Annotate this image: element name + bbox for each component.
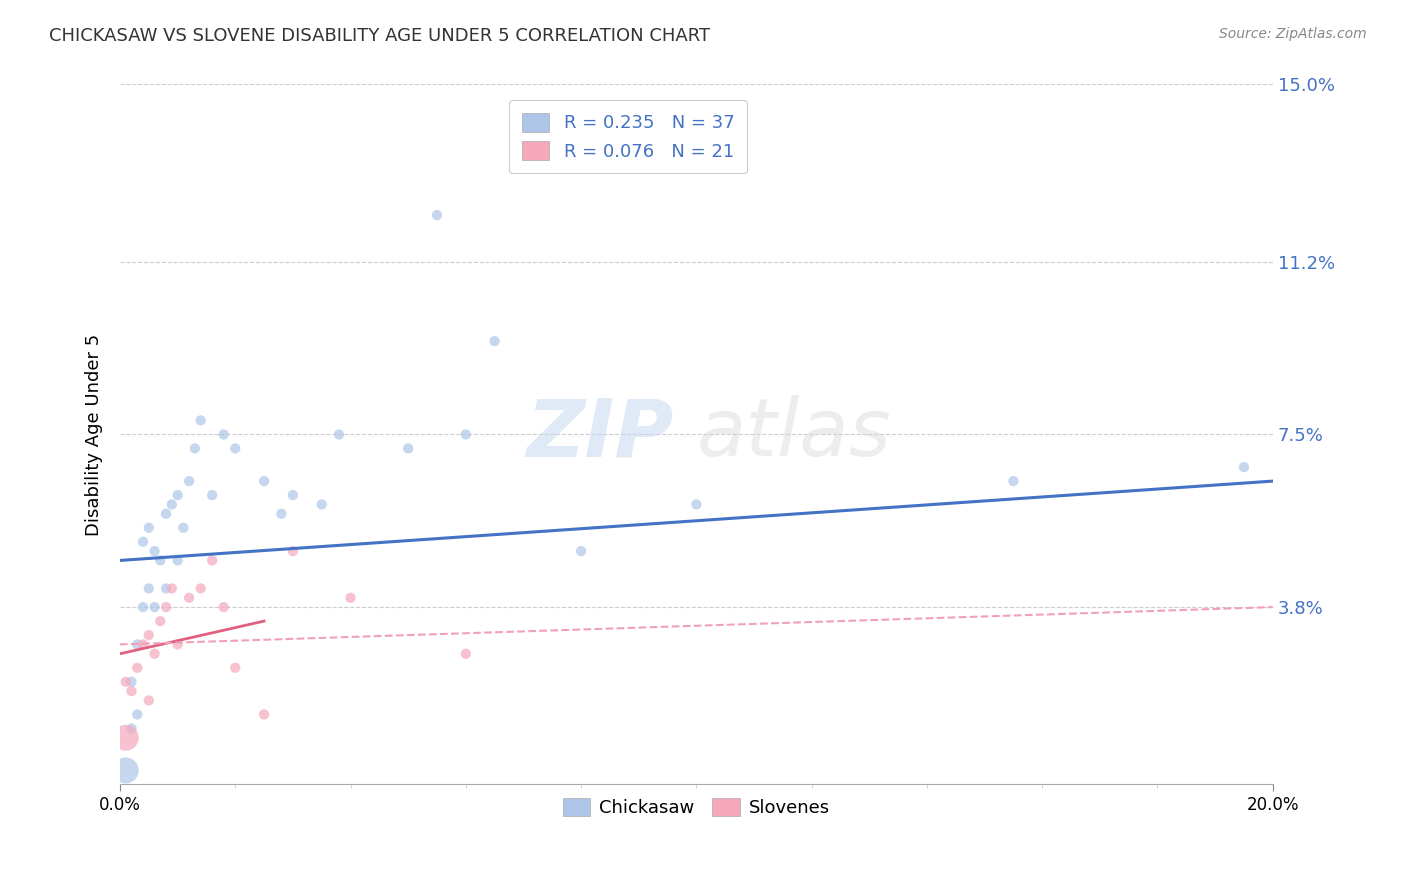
Point: [155, 507, 177, 521]
Point: [253, 474, 276, 488]
Point: [160, 582, 183, 596]
Point: [201, 553, 224, 567]
Point: [426, 208, 449, 222]
Point: [396, 442, 419, 456]
Point: [155, 582, 177, 596]
Point: [339, 591, 361, 605]
Point: [454, 647, 477, 661]
Point: [224, 442, 246, 456]
Legend: Chickasaw, Slovenes: Chickasaw, Slovenes: [555, 790, 837, 824]
Point: [127, 707, 149, 722]
Point: [253, 707, 276, 722]
Point: [484, 334, 506, 348]
Point: [190, 582, 212, 596]
Point: [179, 474, 201, 488]
Point: [149, 553, 172, 567]
Point: [190, 413, 212, 427]
Point: [179, 591, 201, 605]
Point: [149, 614, 172, 628]
Point: [121, 722, 143, 736]
Point: [1233, 460, 1256, 475]
Point: [281, 544, 304, 558]
Point: [143, 600, 166, 615]
Text: ZIP: ZIP: [526, 395, 673, 474]
Point: [114, 731, 136, 745]
Point: [311, 498, 333, 512]
Point: [281, 488, 304, 502]
Point: [160, 498, 183, 512]
Point: [569, 544, 592, 558]
Point: [212, 600, 235, 615]
Text: atlas: atlas: [696, 395, 891, 474]
Point: [212, 427, 235, 442]
Point: [201, 488, 224, 502]
Point: [114, 674, 136, 689]
Point: [685, 498, 707, 512]
Point: [155, 600, 177, 615]
Point: [166, 637, 188, 651]
Point: [270, 507, 292, 521]
Point: [143, 544, 166, 558]
Point: [127, 637, 149, 651]
Point: [132, 600, 155, 615]
Point: [138, 628, 160, 642]
Point: [132, 637, 155, 651]
Point: [121, 684, 143, 698]
Point: [166, 488, 188, 502]
Point: [454, 427, 477, 442]
Point: [138, 582, 160, 596]
Point: [184, 442, 207, 456]
Point: [143, 647, 166, 661]
Point: [121, 674, 143, 689]
Point: [172, 521, 194, 535]
Y-axis label: Disability Age Under 5: Disability Age Under 5: [86, 334, 103, 535]
Point: [114, 764, 136, 778]
Text: CHICKASAW VS SLOVENE DISABILITY AGE UNDER 5 CORRELATION CHART: CHICKASAW VS SLOVENE DISABILITY AGE UNDE…: [49, 27, 710, 45]
Point: [328, 427, 350, 442]
Point: [138, 521, 160, 535]
Text: Source: ZipAtlas.com: Source: ZipAtlas.com: [1219, 27, 1367, 41]
Point: [224, 661, 246, 675]
Point: [127, 661, 149, 675]
Point: [1002, 474, 1025, 488]
Point: [166, 553, 188, 567]
Point: [132, 534, 155, 549]
Point: [138, 693, 160, 707]
